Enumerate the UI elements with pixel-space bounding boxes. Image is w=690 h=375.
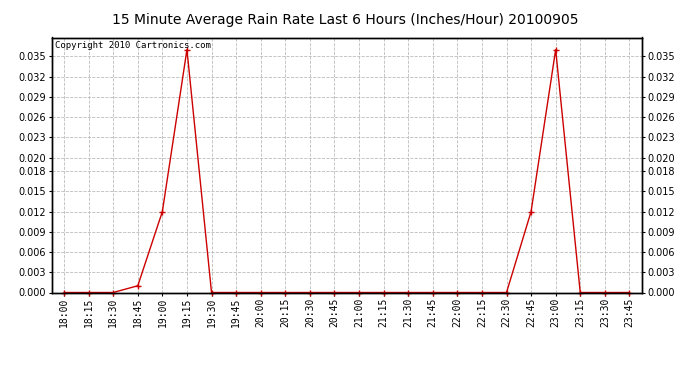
Text: Copyright 2010 Cartronics.com: Copyright 2010 Cartronics.com — [55, 41, 210, 50]
Text: 15 Minute Average Rain Rate Last 6 Hours (Inches/Hour) 20100905: 15 Minute Average Rain Rate Last 6 Hours… — [112, 13, 578, 27]
